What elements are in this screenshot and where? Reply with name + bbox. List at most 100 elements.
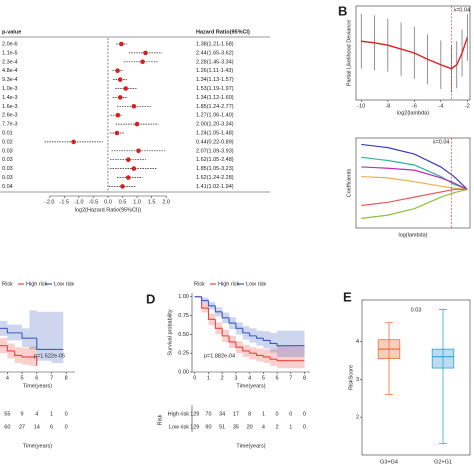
hr-point: [71, 139, 76, 145]
x-tick-label: 7: [289, 375, 292, 381]
risk-row-label: High risk: [168, 411, 190, 417]
hr-point: [114, 130, 120, 136]
y-tick-label: 0.00: [178, 369, 189, 375]
legend-title: Risk: [194, 281, 205, 287]
x-tick-label: 1: [207, 375, 210, 381]
hr-point: [117, 77, 123, 82]
x-tick-label: 6: [276, 375, 279, 381]
risk-count: 70: [205, 411, 211, 417]
ci-band: [290, 345, 305, 369]
risk-count: 35: [233, 424, 239, 430]
y-axis-label: Risk: [157, 414, 163, 425]
x-axis-label: log(lambda): [398, 232, 427, 238]
panel-label: D: [146, 291, 155, 306]
x-tick-label: 0.0: [104, 199, 112, 205]
risk-count: 9: [21, 411, 24, 417]
y-tick-label: 0.75: [178, 313, 189, 319]
coef-path: [361, 143, 468, 190]
hr-point: [120, 184, 125, 189]
column-header: Hazard Ratio(95%CI): [196, 29, 250, 35]
survival-step: [214, 305, 223, 313]
p-value: 2.3e-4: [2, 59, 18, 65]
risk-count: 1: [262, 411, 265, 417]
y-axis-label: Coefficients: [346, 168, 352, 197]
legend-label: Low risk: [246, 281, 266, 287]
hr-label: 1.62(1.05-2.48): [196, 157, 234, 163]
hr-label: 1.53(1.19-1.97): [196, 86, 234, 92]
survival-step: [235, 323, 243, 329]
hr-label: 0.44(0.22-0.89): [196, 139, 234, 145]
survival-step: [242, 347, 250, 352]
x-tick-label: -2: [465, 103, 470, 109]
survival-step: [221, 311, 230, 319]
hr-label: 2.44(1.65-3.62): [196, 50, 234, 56]
x-tick-label: 3: [234, 375, 237, 381]
ci-band: [29, 310, 37, 350]
panel-label: E: [343, 289, 352, 304]
hr-point: [131, 166, 137, 171]
risk-count: 60: [4, 424, 10, 430]
x-tick-label: 0: [193, 375, 196, 381]
y-tick-label: 4: [356, 339, 359, 345]
ci-band: [22, 347, 30, 365]
x-axis-label: log2(lambda): [397, 110, 429, 116]
survival-step: [242, 328, 250, 334]
hr-label: 1.34(1.12-1.60): [196, 95, 234, 101]
hr-point: [119, 41, 124, 47]
hr-point: [115, 68, 120, 73]
x-tick-label: 6: [35, 375, 38, 381]
risk-count: 6: [50, 424, 53, 430]
hr-point: [134, 121, 140, 127]
survival-step: [6, 328, 23, 334]
x-tick-label: -6: [412, 103, 417, 109]
hr-point: [123, 86, 129, 91]
y-tick-label: 0.25: [178, 351, 189, 357]
x-tick-label: 2.0: [162, 199, 170, 205]
hr-label: 1.38(1.21-1.58): [196, 41, 234, 47]
lambda-label: λ=0.04: [433, 139, 450, 145]
y-axis-label: Survival probability: [167, 309, 173, 355]
hr-point: [143, 50, 148, 56]
x-tick-label: -1.0: [74, 199, 83, 205]
y-axis-label: RiskScore: [348, 365, 354, 390]
coef-path: [361, 156, 468, 190]
p-value: 1.1e-5: [2, 50, 18, 56]
coef-path: [361, 188, 468, 219]
ci-band: [51, 311, 64, 363]
risk-row-label: Low risk: [169, 424, 189, 430]
hr-label: 2.00(1.20-3.34): [196, 122, 234, 128]
x-tick-label: G2+G1: [434, 459, 452, 465]
survival-step: [6, 345, 15, 352]
legend-label: High risk: [218, 281, 240, 287]
risk-count: 51: [219, 424, 225, 430]
survival-step: [269, 340, 278, 344]
y-tick-label: 2: [356, 415, 359, 421]
x-tick-label: 8: [303, 375, 306, 381]
hr-point: [126, 157, 131, 162]
hr-label: 1.24(1.05-1.48): [196, 130, 234, 136]
ci-band: [290, 330, 305, 357]
risk-count: 4: [262, 424, 265, 430]
survival-step: [14, 350, 23, 356]
hr-label: 2.28(1.45-3.34): [196, 59, 234, 65]
x-axis-label: Time(years): [236, 383, 265, 389]
ci-band: [29, 346, 37, 366]
survival-step: [262, 355, 271, 358]
p-value: 9.3e-4: [2, 77, 18, 83]
risk-count: 4: [35, 411, 38, 417]
risk-count: 0: [65, 424, 68, 430]
x-tick-label: 8: [65, 375, 68, 381]
x-tick-label: -2.0: [45, 199, 54, 205]
survival-step: [228, 317, 236, 324]
survival-step: [276, 359, 291, 362]
risk-count: 8: [248, 411, 251, 417]
risk-count: 20: [247, 424, 253, 430]
x-tick-label: -1.5: [60, 199, 69, 205]
risk-count: 129: [190, 424, 199, 430]
risk-count: 0: [303, 411, 306, 417]
hr-label: 1.27(1.06-1.40): [196, 113, 234, 119]
ci-band: [263, 349, 271, 363]
risk-count: 1: [289, 424, 292, 430]
x-tick-label: 5: [262, 375, 265, 381]
chart-title: 0.03: [411, 307, 422, 313]
